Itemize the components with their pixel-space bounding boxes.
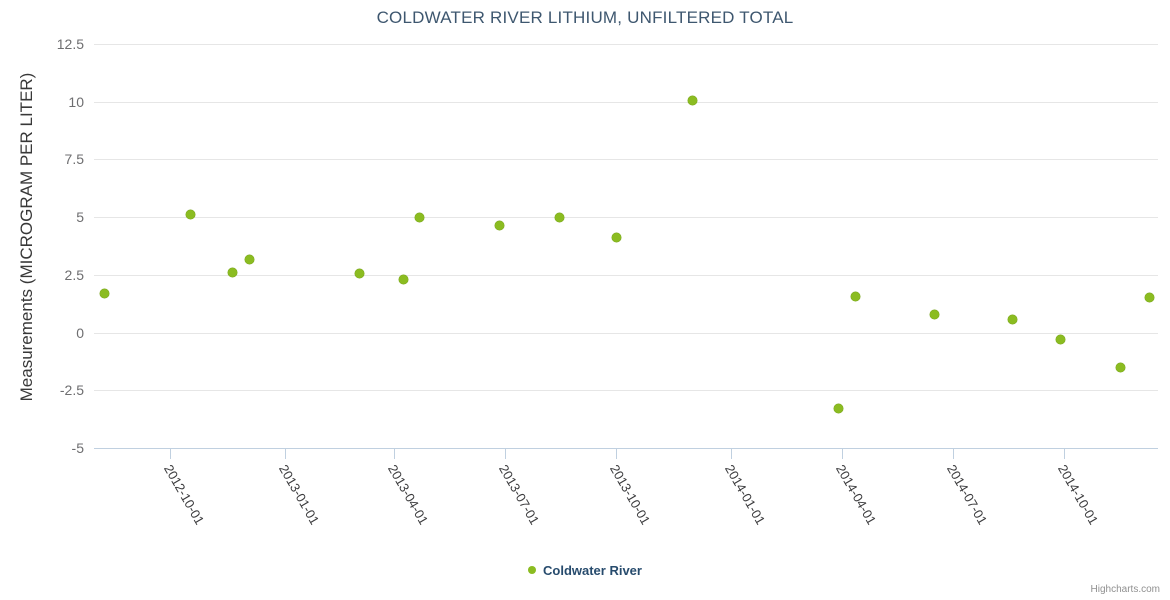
data-point[interactable] [398,274,408,284]
x-axis-line [94,448,1158,449]
gridline [94,274,1158,276]
x-axis-tick-label: 2013-01-01 [276,462,323,528]
y-axis-tick-label: -2.5 [59,382,84,399]
x-axis-tick-label: 2014-10-01 [1055,462,1102,528]
y-axis-tick-label: 12.5 [56,36,84,52]
x-axis-tick-mark [505,449,506,459]
legend-marker-icon [528,566,536,574]
data-point[interactable] [185,210,195,220]
gridline [94,159,1158,161]
x-axis-tick-label: 2012-10-01 [161,462,208,528]
x-axis-tick-mark [394,449,395,459]
data-point[interactable] [494,220,504,230]
gridline [94,44,1158,45]
gridline [94,332,1158,334]
x-axis-tick-label: 2014-04-01 [833,462,880,528]
gridline [94,101,1158,103]
data-point[interactable] [1144,293,1154,303]
y-axis-tick-label: 7.5 [64,151,84,168]
x-axis-tick-label: 2013-04-01 [385,462,432,528]
plot-area [94,44,1158,449]
data-point[interactable] [1115,362,1125,372]
x-axis-tick-label: 2013-07-01 [496,462,543,528]
data-point[interactable] [1055,334,1065,344]
legend-item-coldwater-river[interactable]: Coldwater River [528,563,642,578]
data-point[interactable] [850,292,860,302]
data-point[interactable] [414,212,424,222]
highcharts-credits[interactable]: Highcharts.com [1090,584,1160,595]
y-axis-tick-label: 10 [68,93,84,110]
x-axis-tick-mark [170,449,171,459]
y-axis-tick-label: -5 [71,440,84,456]
y-axis-title: Measurements (MICROGRAM PER LITER) [17,72,36,402]
x-axis-tick-label: 2014-07-01 [944,462,991,528]
data-point[interactable] [244,255,254,265]
chart-title: COLDWATER RIVER LITHIUM, UNFILTERED TOTA… [376,8,794,27]
y-axis-tick-label: 5 [76,209,84,226]
x-axis-tick-mark [731,449,732,459]
data-point[interactable] [687,96,697,106]
data-point[interactable] [99,288,109,298]
x-axis-tick-mark [285,449,286,459]
y-axis-tick-label: 0 [76,324,84,341]
x-axis-tick-label: 2013-10-01 [607,462,654,528]
gridline [94,390,1158,392]
gridline [94,217,1158,219]
x-axis-tick-label: 2014-01-01 [722,462,769,528]
data-point[interactable] [354,269,364,279]
legend-item-label: Coldwater River [543,563,642,578]
x-axis-tick-mark [1064,449,1065,459]
chart-legend: Coldwater River [0,563,1170,578]
y-axis-tick-label: 2.5 [64,266,84,283]
x-axis-tick-mark [616,449,617,459]
data-point[interactable] [1007,315,1017,325]
x-axis-tick-mark [953,449,954,459]
data-point[interactable] [833,404,843,414]
data-point[interactable] [929,309,939,319]
data-point[interactable] [554,212,564,222]
data-point[interactable] [227,268,237,278]
x-axis-tick-mark [842,449,843,459]
data-point[interactable] [611,233,621,243]
